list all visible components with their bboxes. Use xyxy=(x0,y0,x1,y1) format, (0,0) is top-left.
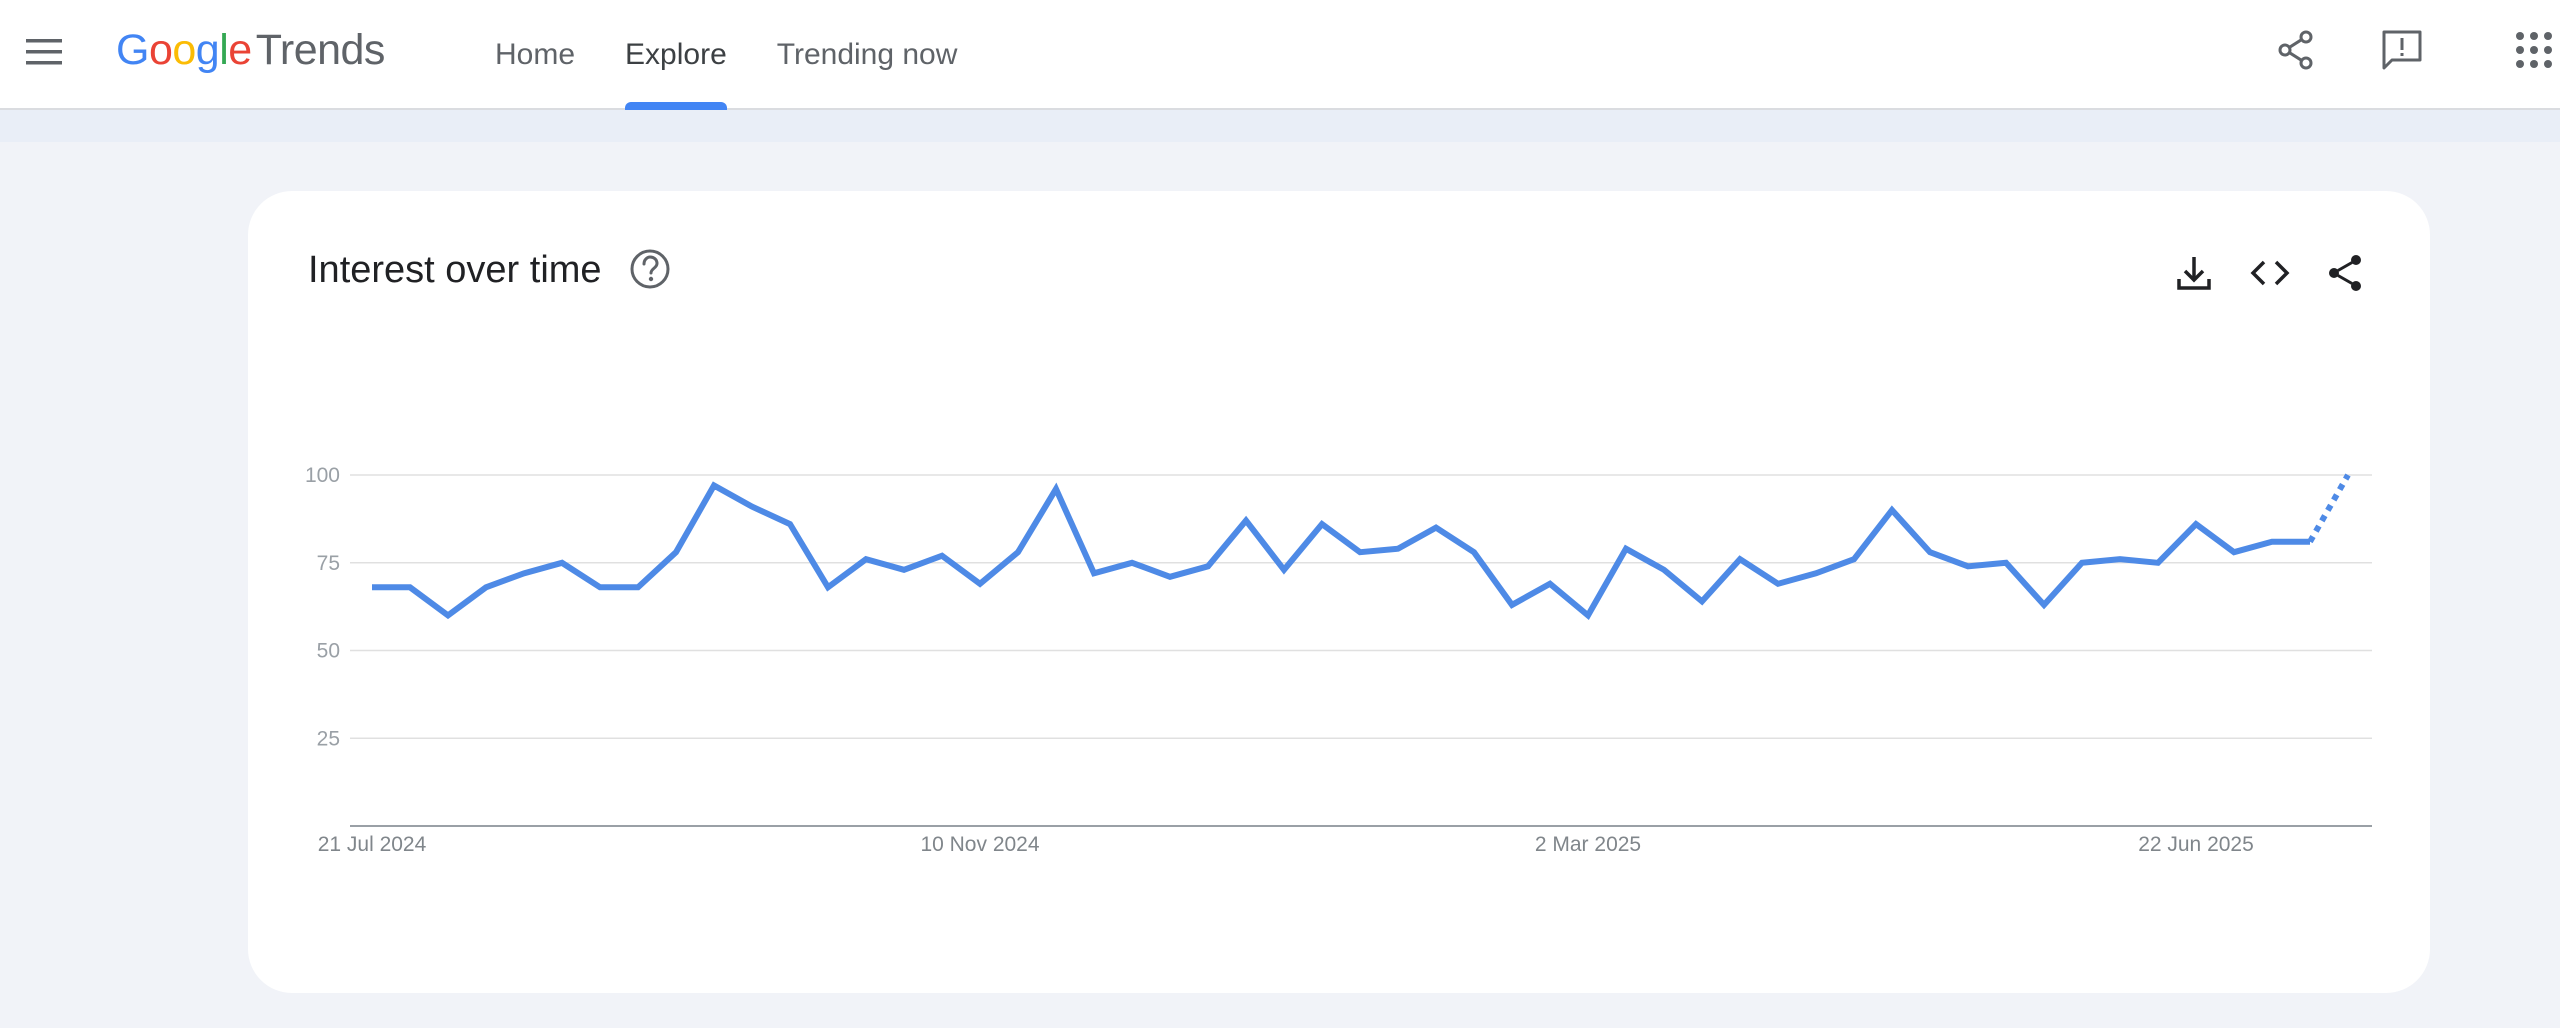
main-nav: Home Explore Trending now xyxy=(470,0,982,110)
x-tick-label: 21 Jul 2024 xyxy=(318,833,427,856)
nav-tab-explore[interactable]: Explore xyxy=(600,0,752,110)
active-tab-indicator xyxy=(625,102,727,110)
interest-over-time-chart: 25 50 75 100 21 Jul 2024 10 Nov 2024 2 Mar 202… xyxy=(305,464,2372,856)
google-trends-logo[interactable]: Google Trends xyxy=(116,26,385,78)
series-line xyxy=(372,481,2310,620)
series-line-partial xyxy=(2307,473,2351,544)
top-app-bar: Google Trends Home Explore Trending now xyxy=(0,0,2560,110)
share-icon[interactable] xyxy=(2324,251,2368,295)
y-tick-label: 50 xyxy=(317,640,340,663)
embed-icon[interactable] xyxy=(2248,251,2292,295)
toolbar-band xyxy=(0,110,2560,142)
google-logo-letter: o xyxy=(148,26,173,74)
nav-tab-label: Trending now xyxy=(776,38,958,71)
nav-tab-trending-now[interactable]: Trending now xyxy=(752,0,983,110)
feedback-icon[interactable] xyxy=(2378,26,2426,74)
card-title: Interest over time xyxy=(308,249,602,291)
apps-icon[interactable] xyxy=(2512,26,2560,74)
y-tick-label: 75 xyxy=(317,552,340,575)
google-logo-letter: g xyxy=(195,26,220,74)
menu-icon[interactable] xyxy=(24,36,64,68)
x-tick-label: 10 Nov 2024 xyxy=(920,833,1039,856)
google-logo-letter: o xyxy=(172,26,196,74)
y-tick-label: 100 xyxy=(305,464,340,487)
google-logo-letter: G xyxy=(116,26,149,74)
nav-tab-label: Home xyxy=(495,38,576,71)
download-icon[interactable] xyxy=(2172,251,2216,295)
trends-wordmark: Trends xyxy=(255,26,386,74)
google-logo-letter: e xyxy=(228,26,252,74)
y-tick-label: 25 xyxy=(317,727,340,750)
google-wordmark: Google xyxy=(116,26,252,75)
nav-tab-home[interactable]: Home xyxy=(470,0,600,110)
x-tick-label: 2 Mar 2025 xyxy=(1535,833,1641,856)
share-icon[interactable] xyxy=(2272,26,2320,74)
google-logo-letter: l xyxy=(219,26,229,74)
x-tick-label: 22 Jun 2025 xyxy=(2138,833,2254,856)
interest-over-time-card: 25 50 75 100 21 Jul 2024 10 Nov 2024 2 Mar 202… xyxy=(248,191,2430,993)
nav-tab-label: Explore xyxy=(625,38,727,71)
help-icon[interactable] xyxy=(628,247,672,291)
